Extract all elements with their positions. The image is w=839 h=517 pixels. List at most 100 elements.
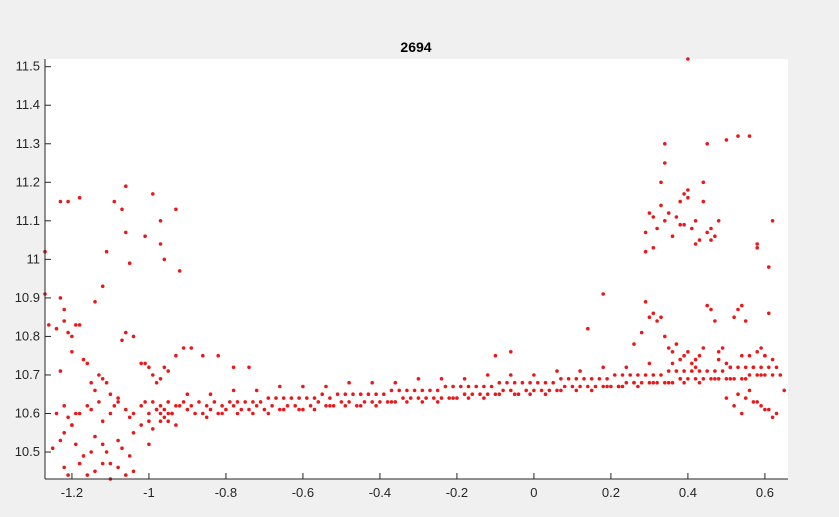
data-point: [281, 407, 286, 412]
data-point: [755, 242, 759, 246]
data-point: [682, 192, 686, 196]
data-point: [147, 411, 151, 416]
data-point: [647, 380, 652, 385]
data-point: [455, 396, 459, 400]
data-point: [393, 380, 398, 385]
data-point: [659, 373, 663, 377]
data-point: [624, 365, 629, 370]
data-point: [166, 400, 170, 404]
data-point: [66, 473, 70, 477]
data-point: [755, 373, 759, 377]
data-point: [66, 330, 70, 335]
data-point: [366, 392, 371, 397]
data-point: [328, 396, 332, 400]
data-point: [536, 380, 540, 385]
data-point: [709, 377, 713, 381]
chart-title: 2694: [400, 39, 431, 55]
data-point: [620, 384, 625, 389]
data-point: [374, 404, 378, 408]
data-point: [747, 388, 752, 393]
data-point: [312, 396, 317, 400]
data-point: [301, 407, 305, 412]
data-point: [158, 377, 163, 381]
data-point: [320, 392, 325, 397]
data-point: [154, 380, 159, 385]
data-point: [62, 319, 66, 323]
data-point: [497, 392, 502, 397]
data-point: [401, 396, 405, 400]
data-point: [185, 407, 190, 412]
data-point: [543, 392, 548, 397]
data-point: [716, 219, 721, 223]
data-point: [655, 226, 659, 231]
y-tick-label: 10.5: [15, 444, 40, 459]
data-point: [189, 346, 194, 350]
data-point: [316, 400, 321, 404]
data-point: [716, 377, 721, 381]
data-point: [682, 369, 686, 373]
data-point: [439, 377, 444, 381]
data-point: [693, 365, 698, 370]
data-point: [147, 365, 151, 370]
data-point: [512, 380, 517, 385]
data-point: [485, 392, 490, 397]
data-point: [555, 369, 559, 373]
x-tick-label: -0.2: [446, 485, 468, 500]
y-axis-ticks: 10.5 10.6 10.7 10.8 10.9 11 11.1 11.2 11.3 11.4 11…: [15, 59, 51, 459]
data-point: [278, 384, 282, 389]
data-point: [532, 388, 536, 393]
x-axis-ticks: -1.2 -1 -0.8 -0.6 -0.4 -0.2 0 0.2 0.4 0.6: [61, 473, 774, 500]
x-tick-label: -1: [143, 485, 155, 500]
data-point: [281, 396, 286, 400]
data-point: [743, 319, 748, 323]
data-point: [767, 365, 771, 370]
data-point: [131, 431, 136, 435]
data-point: [358, 392, 363, 397]
data-point: [755, 246, 759, 250]
data-point: [62, 431, 66, 435]
data-point: [651, 246, 656, 250]
x-tick-label: -0.8: [215, 485, 237, 500]
data-point: [470, 392, 475, 397]
y-tick-label: 11.2: [16, 174, 40, 189]
data-point: [651, 373, 656, 377]
y-tick-label: 10.9: [15, 290, 40, 305]
data-point: [636, 384, 640, 389]
data-point: [297, 407, 301, 412]
data-point: [112, 199, 117, 204]
data-point: [201, 353, 205, 358]
y-tick-label: 11: [27, 251, 41, 266]
data-point: [100, 419, 105, 424]
data-point: [732, 404, 736, 408]
data-point: [174, 404, 178, 408]
data-point: [705, 142, 709, 146]
x-tick-label: 0.6: [756, 485, 774, 500]
data-point: [151, 427, 155, 431]
data-point: [139, 361, 143, 366]
data-point: [235, 400, 240, 404]
data-point: [666, 211, 671, 215]
data-point: [674, 369, 679, 373]
data-point: [62, 404, 66, 408]
data-point: [335, 392, 340, 397]
data-point: [408, 396, 413, 400]
data-point: [647, 361, 652, 366]
data-point: [493, 392, 498, 397]
x-tick-label: 0.4: [679, 485, 697, 500]
data-point: [578, 384, 582, 389]
data-point: [339, 400, 344, 404]
data-point: [651, 380, 656, 385]
data-point: [574, 377, 579, 381]
data-point: [628, 373, 632, 377]
data-point: [158, 419, 163, 424]
data-point: [235, 411, 240, 416]
data-point: [578, 369, 582, 373]
data-point: [97, 373, 101, 377]
data-point: [266, 396, 271, 400]
data-point: [605, 384, 609, 389]
data-point: [443, 384, 448, 389]
data-point: [216, 411, 220, 416]
data-point: [697, 238, 702, 242]
data-point: [509, 350, 513, 354]
data-point: [74, 442, 78, 447]
